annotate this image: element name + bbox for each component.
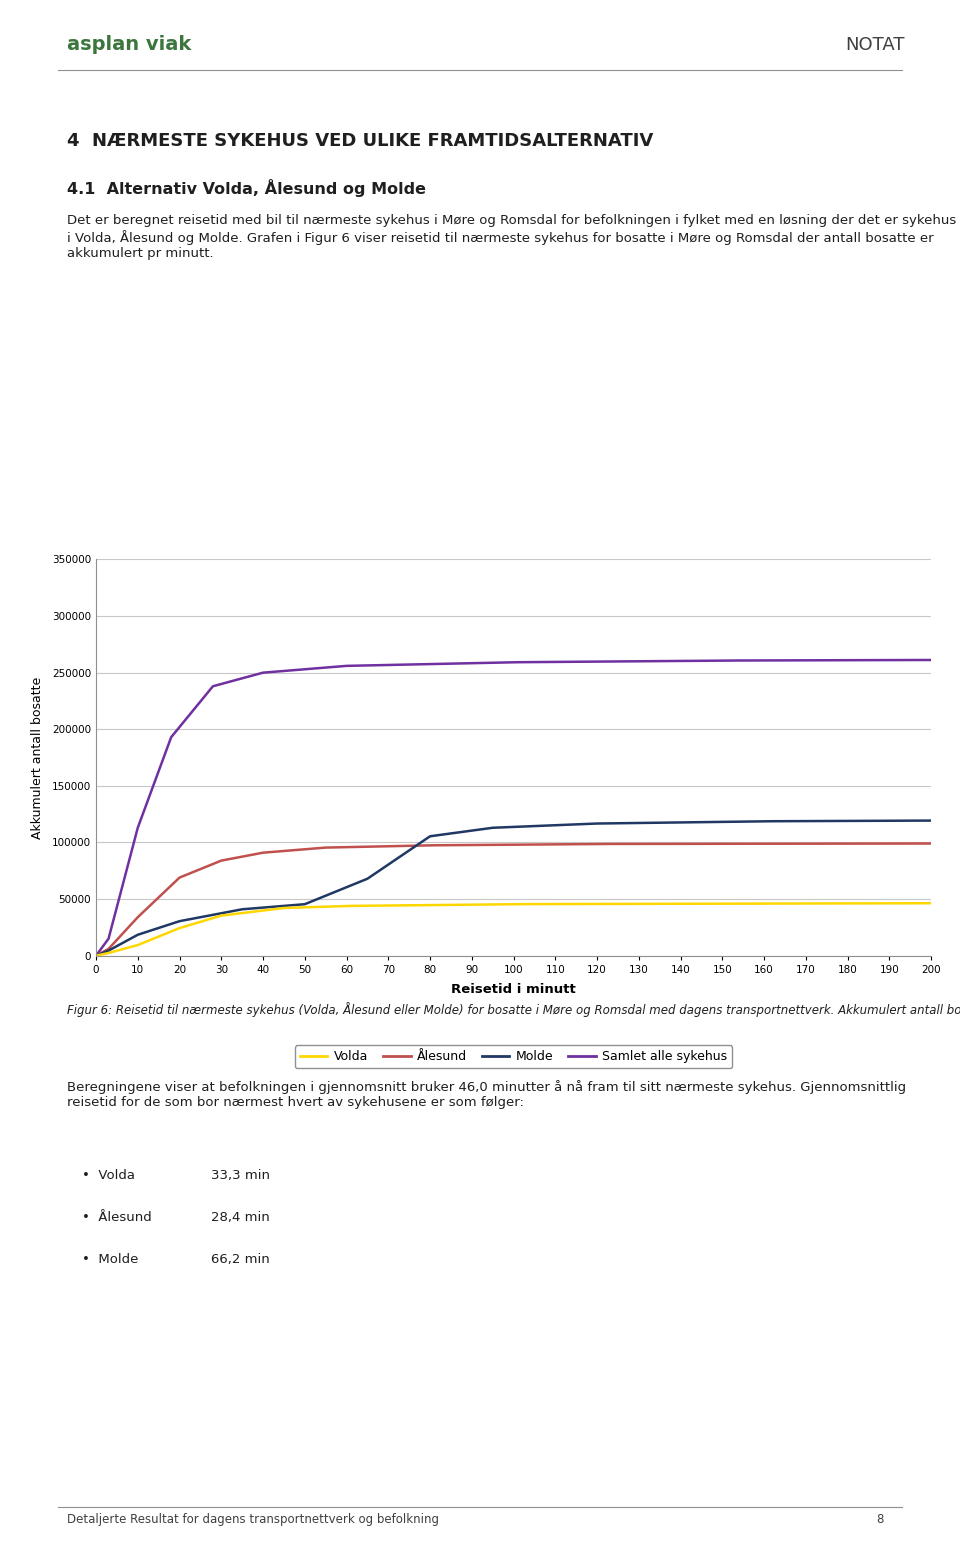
Molde — [541, 816, 553, 834]
Text: •  Ålesund: • Ålesund — [82, 1211, 152, 1223]
Samlet alle sykehus — [441, 654, 452, 673]
Text: •  Volda: • Volda — [82, 1169, 134, 1181]
Volda — [441, 895, 452, 914]
Volda — [854, 894, 866, 912]
Ålesund — [165, 876, 177, 895]
Volda — [396, 897, 407, 915]
Samlet alle sykehus — [854, 651, 866, 670]
Ålesund — [541, 834, 553, 853]
Text: 4.1  Alternativ Volda, Ålesund og Molde: 4.1 Alternativ Volda, Ålesund og Molde — [67, 179, 426, 197]
Text: 66,2 min: 66,2 min — [211, 1253, 270, 1265]
Molde — [165, 915, 177, 934]
Volda — [94, 945, 106, 963]
Text: Det er beregnet reisetid med bil til nærmeste sykehus i Møre og Romsdal for befo: Det er beregnet reisetid med bil til nær… — [67, 214, 956, 260]
Ålesund — [854, 834, 866, 853]
Volda — [925, 894, 937, 912]
Text: 8: 8 — [876, 1514, 883, 1526]
X-axis label: Reisetid i minutt: Reisetid i minutt — [451, 984, 576, 996]
Molde — [94, 945, 106, 963]
Line: Ålesund: Ålesund — [96, 844, 931, 956]
Volda — [90, 946, 102, 965]
Text: 33,3 min: 33,3 min — [211, 1169, 270, 1181]
Ålesund — [396, 836, 407, 855]
Line: Samlet alle sykehus: Samlet alle sykehus — [96, 660, 931, 956]
Text: 28,4 min: 28,4 min — [211, 1211, 270, 1223]
Molde — [396, 847, 407, 866]
Samlet alle sykehus — [396, 656, 407, 674]
Text: asplan viak: asplan viak — [67, 36, 191, 54]
Text: NOTAT: NOTAT — [845, 36, 904, 54]
Volda — [165, 922, 177, 940]
Molde — [854, 811, 866, 830]
Text: 4  NÆRMESTE SYKEHUS VED ULIKE FRAMTIDSALTERNATIV: 4 NÆRMESTE SYKEHUS VED ULIKE FRAMTIDSALT… — [67, 132, 654, 151]
Text: Beregningene viser at befolkningen i gjennomsnitt bruker 46,0 minutter å nå fram: Beregningene viser at befolkningen i gje… — [67, 1080, 906, 1110]
Molde — [90, 946, 102, 965]
Ålesund — [925, 834, 937, 853]
Volda — [541, 895, 553, 914]
Samlet alle sykehus — [90, 946, 102, 965]
Ålesund — [441, 836, 452, 855]
Line: Molde: Molde — [96, 821, 931, 956]
Ålesund — [94, 945, 106, 963]
Line: Volda: Volda — [96, 903, 931, 956]
Y-axis label: Akkumulert antall bosatte: Akkumulert antall bosatte — [31, 676, 43, 839]
Molde — [925, 811, 937, 830]
Text: •  Molde: • Molde — [82, 1253, 138, 1265]
Text: Figur 6: Reisetid til nærmeste sykehus (Volda, Ålesund eller Molde) for bosatte : Figur 6: Reisetid til nærmeste sykehus (… — [67, 1002, 960, 1018]
Samlet alle sykehus — [165, 727, 177, 746]
Legend: Volda, Ålesund, Molde, Samlet alle sykehus: Volda, Ålesund, Molde, Samlet alle sykeh… — [295, 1046, 732, 1068]
Ålesund — [90, 946, 102, 965]
Samlet alle sykehus — [541, 653, 553, 671]
Samlet alle sykehus — [94, 940, 106, 959]
Molde — [441, 825, 452, 844]
Text: Detaljerte Resultat for dagens transportnettverk og befolkning: Detaljerte Resultat for dagens transport… — [67, 1514, 439, 1526]
Samlet alle sykehus — [925, 651, 937, 670]
